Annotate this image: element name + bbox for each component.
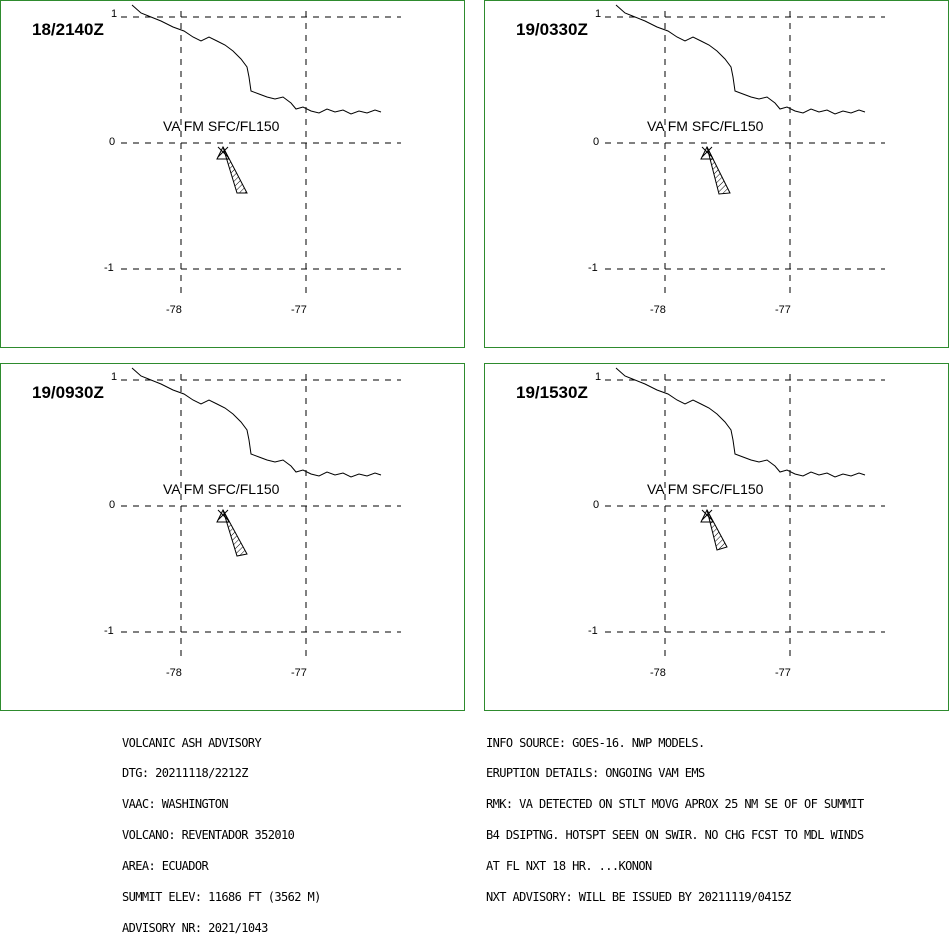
coastline [131, 4, 382, 115]
forecast-panel-2: 19/0330Z VA FM SFC/FL150 1 0 -1 -78 -77 [484, 0, 949, 348]
advisory-remarks-1: RMK: VA DETECTED ON STLT MOVG APROX 25 N… [486, 797, 864, 812]
lat-tick-1: 1 [595, 371, 602, 383]
advisory-next: NXT ADVISORY: WILL BE ISSUED BY 20211119… [486, 890, 791, 905]
lon-tick-minus78: -78 [650, 304, 666, 316]
lat-tick-minus1: -1 [104, 262, 114, 274]
forecast-panel-3: 19/0930Z VA FM SFC/FL150 1 0 -1 -78 -77 [0, 363, 465, 711]
lon-tick-minus77: -77 [291, 304, 307, 316]
lon-tick-minus78: -78 [650, 667, 666, 679]
lon-tick-minus78: -78 [166, 667, 182, 679]
lat-tick-0: 0 [109, 499, 116, 511]
advisory-info-source: INFO SOURCE: GOES-16. NWP MODELS. [486, 735, 705, 750]
lon-tick-minus77: -77 [775, 667, 791, 679]
valid-time-label: 19/1530Z [516, 383, 588, 402]
lat-tick-1: 1 [111, 371, 118, 383]
ash-layer-label: VA FM SFC/FL150 [647, 481, 764, 497]
advisory-text-right: INFO SOURCE: GOES-16. NWP MODELS. ERUPTI… [486, 717, 864, 913]
advisory-title: VOLCANIC ASH ADVISORY [122, 735, 262, 750]
advisory-remarks-2: B4 DSIPTNG. HOTSPT SEEN ON SWIR. NO CHG … [486, 828, 864, 843]
coastline [615, 367, 866, 478]
advisory-vaac: VAAC: WASHINGTON [122, 797, 229, 812]
valid-time-label: 19/0330Z [516, 20, 588, 39]
ash-layer-label: VA FM SFC/FL150 [647, 118, 764, 134]
advisory-volcano: VOLCANO: REVENTADOR 352010 [122, 828, 295, 843]
ash-cloud-symbol [216, 145, 248, 194]
lon-tick-minus77: -77 [291, 667, 307, 679]
ash-cloud-symbol [700, 145, 731, 195]
forecast-panel-1: 18/2140Z VA FM SFC/FL150 1 0 -1 -78 -77 [0, 0, 465, 348]
lat-tick-minus1: -1 [588, 262, 598, 274]
lon-tick-minus77: -77 [775, 304, 791, 316]
ash-cloud-symbol [700, 508, 728, 551]
lat-tick-0: 0 [593, 499, 600, 511]
ash-cloud-symbol [216, 508, 248, 557]
advisory-number: ADVISORY NR: 2021/1043 [122, 920, 268, 935]
forecast-panel-4: 19/1530Z VA FM SFC/FL150 1 0 -1 -78 -77 [484, 363, 949, 711]
lat-tick-0: 0 [593, 136, 600, 148]
lat-tick-1: 1 [111, 8, 118, 20]
ash-layer-label: VA FM SFC/FL150 [163, 118, 280, 134]
advisory-area: AREA: ECUADOR [122, 859, 209, 874]
advisory-remarks-3: AT FL NXT 18 HR. ...KONON [486, 859, 652, 874]
map-graphic [605, 4, 885, 299]
advisory-eruption-details: ERUPTION DETAILS: ONGOING VAM EMS [486, 766, 705, 781]
valid-time-label: 19/0930Z [32, 383, 104, 402]
lat-tick-1: 1 [595, 8, 602, 20]
lat-tick-minus1: -1 [104, 625, 114, 637]
ash-layer-label: VA FM SFC/FL150 [163, 481, 280, 497]
coastline [615, 4, 866, 115]
valid-time-label: 18/2140Z [32, 20, 104, 39]
map-graphic [605, 367, 885, 662]
lat-tick-0: 0 [109, 136, 116, 148]
advisory-text-left: VOLCANIC ASH ADVISORY DTG: 20211118/2212… [122, 717, 321, 944]
map-graphic [121, 367, 401, 662]
advisory-dtg: DTG: 20211118/2212Z [122, 766, 248, 781]
advisory-summit-elev: SUMMIT ELEV: 11686 FT (3562 M) [122, 890, 321, 905]
map-graphic [121, 4, 401, 299]
lat-tick-minus1: -1 [588, 625, 598, 637]
lon-tick-minus78: -78 [166, 304, 182, 316]
coastline [131, 367, 382, 478]
